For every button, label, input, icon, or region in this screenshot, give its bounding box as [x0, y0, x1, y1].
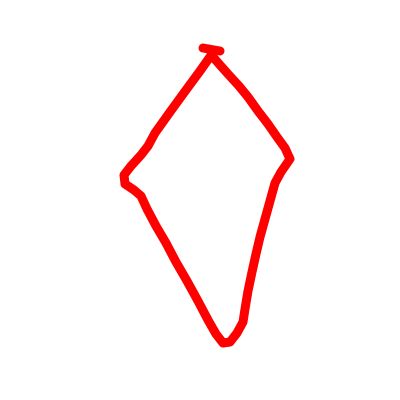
freehand-kite-stroke: [119, 43, 295, 348]
